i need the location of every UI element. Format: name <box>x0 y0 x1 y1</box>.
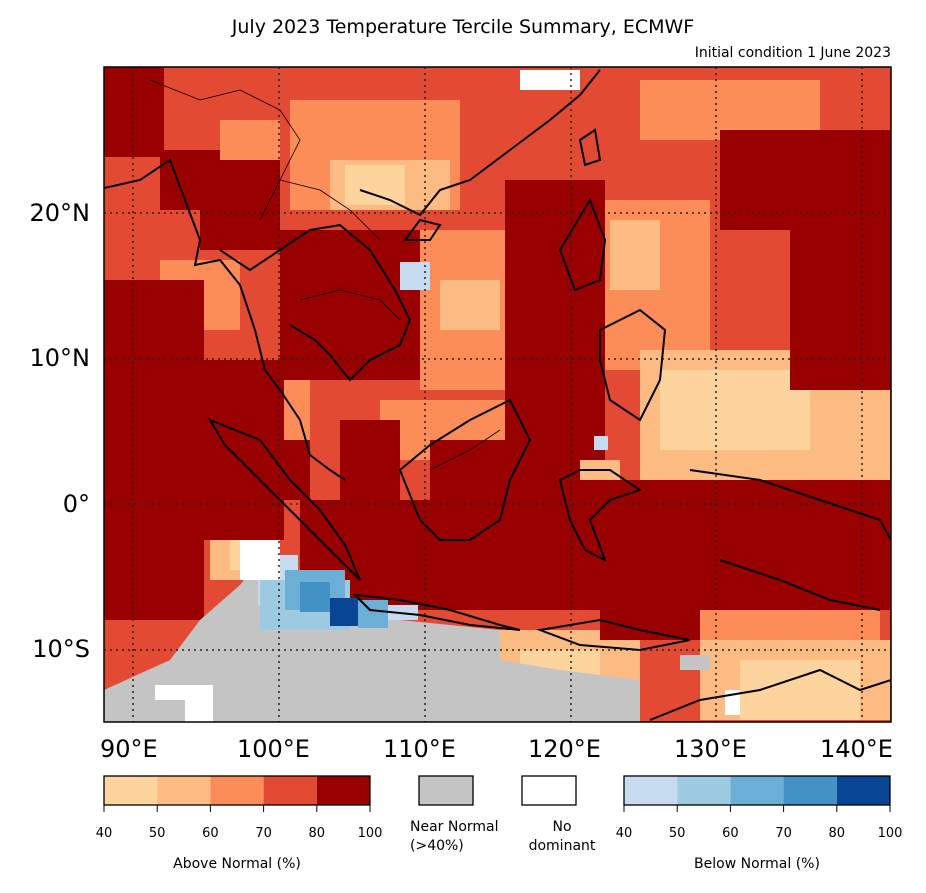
above-normal-color-bin-2 <box>210 776 264 805</box>
field-near-normal <box>104 560 640 722</box>
map-subtitle: Initial condition 1 June 2023 <box>694 45 891 61</box>
above-normal-color-bin-0 <box>104 776 158 805</box>
below-normal-color-bin-0 <box>624 776 678 805</box>
above-normal-tick-label: 100 <box>357 826 383 841</box>
map-frame <box>103 66 892 723</box>
colorbar-below-normal <box>623 775 891 812</box>
below-normal-tick-label: 80 <box>828 826 846 841</box>
lat-label-10s: 10°S <box>32 635 90 663</box>
legend-above-normal-label: Above Normal (%) <box>173 856 301 872</box>
legend-near-normal-label: Near Normal (>40%) <box>410 819 499 854</box>
map-title: July 2023 Temperature Tercile Summary, E… <box>231 16 695 38</box>
below-normal-frame <box>623 775 891 806</box>
above-normal-tick-label: 80 <box>308 826 326 841</box>
field-no-dominant <box>155 70 740 722</box>
legend-no-dominant-swatch <box>521 775 577 806</box>
below-normal-color-bin-4 <box>836 776 890 805</box>
above-normal-color-bin-3 <box>263 776 317 805</box>
legend-near-normal-swatch <box>418 775 474 806</box>
above-normal-tick-label: 50 <box>148 826 166 841</box>
gridlines <box>104 67 891 722</box>
lon-label-140e: 140°E <box>820 735 893 763</box>
above-normal-color-bin-1 <box>157 776 211 805</box>
above-normal-tick-label: 40 <box>95 826 113 841</box>
colorbar-above-normal <box>103 775 371 812</box>
lat-label-10n: 10°N <box>29 344 91 372</box>
lat-label-0: 0° <box>62 490 90 518</box>
field-near-normal-east <box>680 655 710 670</box>
below-normal-color-bin-3 <box>783 776 837 805</box>
below-normal-tick-label: 40 <box>615 826 633 841</box>
below-normal-color-bin-1 <box>677 776 731 805</box>
above-normal-frame <box>103 775 371 806</box>
lat-label-20n: 20°N <box>29 199 91 227</box>
above-normal-color-bin-4 <box>316 776 370 805</box>
legend-no-dominant-label: No dominant <box>528 819 596 854</box>
below-normal-tick-label: 70 <box>775 826 792 841</box>
legend-below-normal-label: Below Normal (%) <box>694 856 820 872</box>
lon-label-120e: 120°E <box>528 735 601 763</box>
lon-label-110e: 110°E <box>383 735 456 763</box>
below-normal-tick-label: 60 <box>722 826 739 841</box>
lon-label-100e: 100°E <box>237 735 310 763</box>
country-borders <box>149 79 501 471</box>
below-normal-color-bin-2 <box>730 776 784 805</box>
lon-label-90e: 90°E <box>100 735 158 763</box>
above-normal-tick-label: 70 <box>255 826 272 841</box>
coastlines <box>104 69 891 721</box>
below-normal-tick-label: 50 <box>668 826 686 841</box>
below-normal-tick-label: 100 <box>877 826 903 841</box>
above-normal-tick-label: 60 <box>202 826 219 841</box>
lon-label-130e: 130°E <box>674 735 747 763</box>
